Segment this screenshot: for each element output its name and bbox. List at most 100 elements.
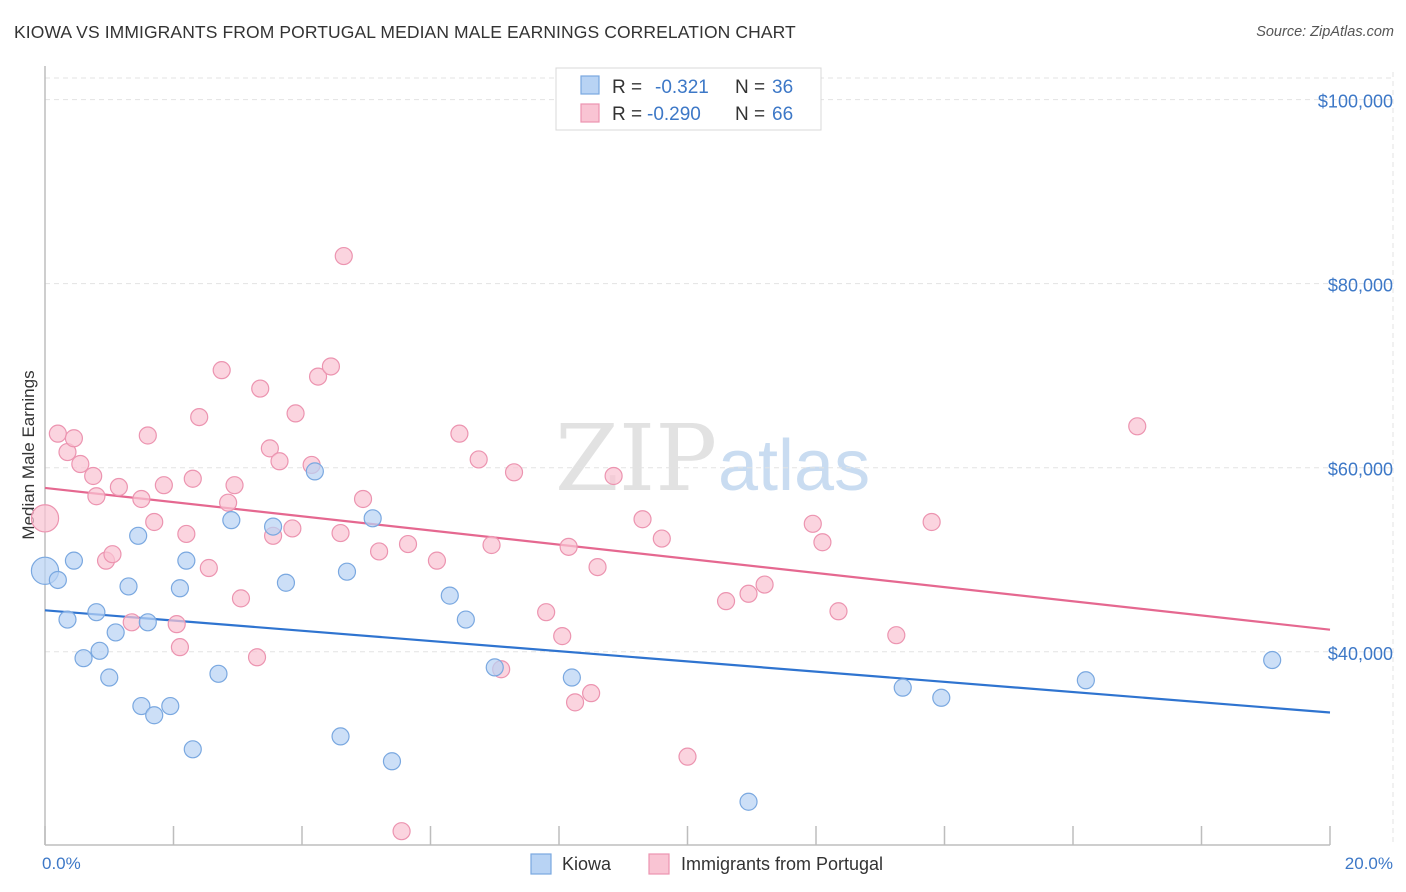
portugal-point <box>190 407 209 427</box>
portugal-trend-line <box>44 486 1331 631</box>
portugal-point <box>331 523 350 543</box>
kiowa-point <box>138 613 157 632</box>
portugal-point <box>392 822 411 841</box>
x-tick-label-min: 0.0% <box>42 854 81 873</box>
y-tick-label: $40,000 <box>1328 644 1393 664</box>
portugal-point <box>588 557 607 577</box>
portugal-n-value: 66 <box>772 104 793 125</box>
portugal-point <box>652 529 671 548</box>
portugal-point <box>71 454 90 474</box>
portugal-point <box>755 575 774 594</box>
portugal-point <box>739 584 758 603</box>
portugal-point <box>678 747 697 766</box>
portugal-point <box>887 626 906 645</box>
portugal-point <box>283 519 302 538</box>
portugal-point <box>1128 417 1147 436</box>
portugal-point <box>604 466 623 486</box>
kiowa-point <box>90 641 109 660</box>
watermark-atlas: atlas <box>718 426 870 506</box>
stats-legend: R = -0.321 N = 36 R = -0.290 N = 66 <box>555 67 822 131</box>
kiowa-point <box>119 577 138 596</box>
portugal-point <box>504 463 524 482</box>
portugal-point <box>353 489 373 509</box>
source-label: Source: ZipAtlas.com <box>1256 24 1394 40</box>
watermark-zip: ZIP <box>555 405 717 512</box>
kiowa-point <box>263 517 283 536</box>
kiowa-point <box>64 551 84 570</box>
kiowa-point <box>739 792 758 811</box>
portugal-legend-swatch <box>580 103 600 123</box>
portugal-point <box>231 589 251 608</box>
portugal-point <box>482 535 501 555</box>
portugal-point <box>103 545 122 564</box>
portugal-point <box>170 638 190 657</box>
portugal-point <box>565 693 585 712</box>
kiowa-point <box>177 551 196 570</box>
portugal-point <box>219 493 238 512</box>
kiowa-n-label: N = <box>735 77 765 98</box>
portugal-point <box>308 367 328 386</box>
kiowa-point <box>161 696 180 716</box>
kiowa-n-value: 36 <box>772 77 793 98</box>
portugal-point <box>30 504 60 533</box>
kiowa-point <box>129 526 148 545</box>
portugal-point <box>122 613 141 632</box>
stats-legend-box <box>555 67 822 131</box>
portugal-point <box>183 469 202 488</box>
kiowa-r-value: -0.321 <box>655 77 709 98</box>
kiowa-series-label: Kiowa <box>562 854 612 874</box>
portugal-points <box>30 246 1147 841</box>
kiowa-point <box>183 740 202 759</box>
watermark: ZIP atlas <box>555 405 870 512</box>
kiowa-point <box>456 610 475 629</box>
portugal-point <box>370 542 389 561</box>
portugal-point <box>633 510 652 529</box>
kiowa-point <box>209 664 228 683</box>
kiowa-r-label: R = <box>612 77 642 98</box>
kiowa-point <box>893 678 912 697</box>
portugal-point <box>247 648 267 667</box>
portugal-point <box>582 684 601 703</box>
kiowa-trend-line <box>44 609 1331 714</box>
kiowa-point <box>74 649 93 668</box>
kiowa-point <box>1263 650 1282 670</box>
portugal-series-swatch <box>648 853 670 875</box>
kiowa-point <box>363 509 382 528</box>
x-tick-label-max: 20.0% <box>1345 854 1393 873</box>
portugal-point <box>553 627 572 646</box>
portugal-point <box>138 426 157 445</box>
kiowa-point <box>87 603 106 622</box>
portugal-point <box>803 514 822 533</box>
portugal-point <box>829 602 848 621</box>
kiowa-point <box>145 706 164 725</box>
portugal-point <box>450 424 469 443</box>
portugal-point <box>427 551 447 570</box>
portugal-point <box>286 404 305 423</box>
axes <box>44 66 1331 846</box>
portugal-n-label: N = <box>735 104 765 125</box>
portugal-point <box>87 487 106 506</box>
trend-lines <box>44 486 1331 714</box>
portugal-point <box>212 361 231 380</box>
portugal-point <box>716 592 736 611</box>
grid-lines <box>45 72 1395 845</box>
portugal-point <box>260 439 279 458</box>
portugal-point <box>251 379 270 398</box>
kiowa-point <box>485 658 504 677</box>
kiowa-point <box>48 570 67 590</box>
kiowa-point <box>132 696 151 716</box>
portugal-point <box>559 537 578 556</box>
kiowa-point <box>100 668 119 687</box>
portugal-point <box>225 476 244 495</box>
kiowa-point <box>562 668 581 687</box>
series-legend: Kiowa Immigrants from Portugal <box>530 853 883 875</box>
portugal-point <box>398 534 418 554</box>
portugal-point <box>84 466 103 486</box>
portugal-point <box>109 477 128 497</box>
y-tick-label: $100,000 <box>1318 92 1393 112</box>
kiowa-point <box>440 586 459 605</box>
chart-title: KIOWA VS IMMIGRANTS FROM PORTUGAL MEDIAN… <box>14 22 796 42</box>
kiowa-points <box>30 462 1282 811</box>
portugal-point <box>922 512 941 532</box>
